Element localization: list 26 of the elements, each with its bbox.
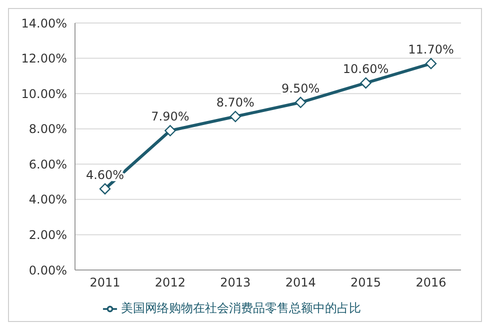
point [164, 125, 176, 136]
y-tick-label: 2.00% [28, 228, 67, 242]
data-label: 9.50% [282, 81, 320, 96]
x-tick-label: 2011 [90, 276, 120, 290]
point [230, 110, 241, 122]
y-tick-label: 12.00% [21, 52, 67, 66]
y-tick-label: 10.00% [21, 86, 67, 101]
legend-label: 美国网络购物在社会消费品零售总额中的占比 [121, 301, 361, 315]
x-tick-label: 2012 [154, 276, 186, 290]
x-tick-label: 2013 [220, 276, 251, 290]
data-label: 11.70% [408, 42, 454, 57]
y-tick-label: 14.00% [21, 16, 67, 30]
y-tick-label: 6.00% [28, 157, 67, 172]
data-label: 8.70% [216, 96, 254, 110]
point [360, 77, 372, 89]
point [425, 58, 437, 70]
point [99, 183, 111, 194]
point [295, 96, 306, 108]
x-tick-label: 2014 [285, 276, 316, 290]
y-tick-label: 8.00% [28, 122, 67, 136]
data-label: 10.60% [342, 62, 389, 76]
y-tick-label: 4.00% [28, 192, 67, 207]
y-tick-label: 0.00% [28, 263, 67, 278]
data-label: 7.90% [151, 110, 190, 124]
x-tick-label: 2016 [416, 276, 446, 290]
x-tick-label: 2015 [350, 276, 382, 290]
